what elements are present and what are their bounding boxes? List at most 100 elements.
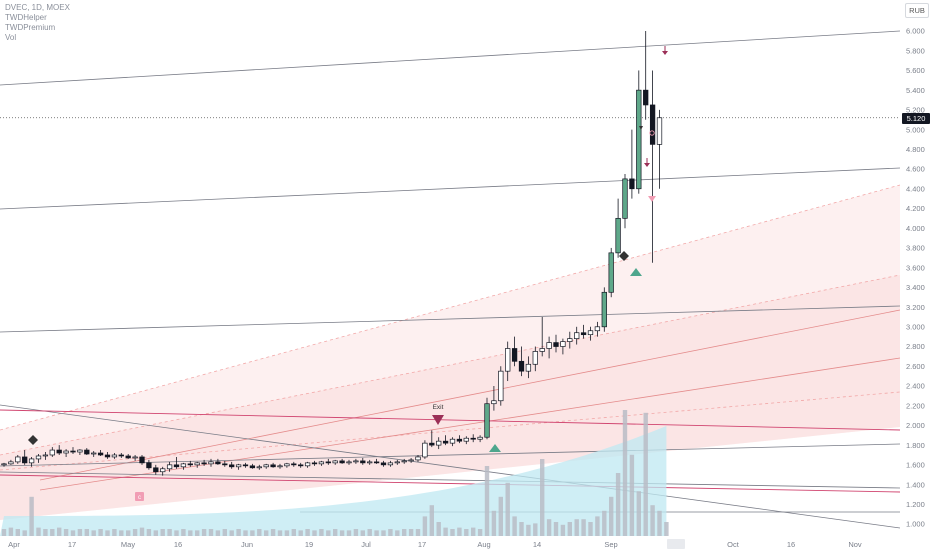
candle-body[interactable] bbox=[546, 342, 552, 349]
candle-body[interactable] bbox=[498, 370, 504, 402]
candle-body[interactable] bbox=[270, 464, 276, 468]
candle-body[interactable] bbox=[360, 460, 366, 464]
candle-body[interactable] bbox=[436, 440, 442, 446]
candle-body[interactable] bbox=[449, 438, 456, 444]
candle-body[interactable] bbox=[84, 449, 90, 455]
candle-body[interactable] bbox=[601, 291, 607, 328]
candle-body[interactable] bbox=[49, 449, 55, 456]
candle-body[interactable] bbox=[111, 454, 118, 458]
candle-body[interactable] bbox=[339, 460, 345, 464]
sell-arrow-top-head[interactable] bbox=[662, 51, 668, 55]
candle-body[interactable] bbox=[222, 463, 228, 466]
candle-body[interactable] bbox=[284, 463, 290, 467]
candle-body[interactable] bbox=[325, 461, 331, 464]
candle-body[interactable] bbox=[394, 461, 400, 464]
candle-body[interactable] bbox=[22, 456, 28, 464]
candle-body[interactable] bbox=[608, 252, 614, 293]
candle-body[interactable] bbox=[35, 455, 42, 460]
candle-body[interactable] bbox=[153, 467, 159, 473]
candle-body[interactable] bbox=[367, 461, 373, 464]
diamond-marker-right[interactable] bbox=[619, 251, 629, 261]
indicator-1[interactable]: TWDHelper bbox=[5, 13, 47, 22]
candle-body[interactable] bbox=[649, 104, 656, 145]
candle-body[interactable] bbox=[28, 458, 35, 464]
candle-body[interactable] bbox=[415, 456, 421, 461]
candle-body[interactable] bbox=[242, 464, 249, 467]
candle-body[interactable] bbox=[298, 464, 304, 467]
candle-body[interactable] bbox=[97, 452, 104, 456]
indicator-3[interactable]: Vol bbox=[5, 33, 17, 42]
candle-body[interactable] bbox=[318, 461, 325, 465]
candle-body[interactable] bbox=[263, 464, 269, 468]
pink-down-marker[interactable] bbox=[648, 196, 656, 202]
buy-arrow-marker-1[interactable] bbox=[489, 444, 501, 452]
candle-body[interactable] bbox=[429, 442, 435, 446]
candle-body[interactable] bbox=[456, 438, 463, 442]
currency-badge[interactable]: RUB bbox=[905, 3, 929, 18]
candle-body[interactable] bbox=[8, 461, 14, 465]
candle-body[interactable] bbox=[56, 449, 62, 454]
small-down-marker[interactable] bbox=[639, 126, 643, 130]
candle-body[interactable] bbox=[132, 456, 138, 459]
candle-body[interactable] bbox=[42, 454, 49, 457]
candle-body[interactable] bbox=[387, 462, 394, 466]
candle-body[interactable] bbox=[477, 436, 483, 440]
candle-body[interactable] bbox=[532, 351, 538, 365]
candle-body[interactable] bbox=[346, 461, 352, 464]
candle-body[interactable] bbox=[373, 461, 380, 464]
candle-body[interactable] bbox=[91, 452, 97, 455]
candle-body[interactable] bbox=[643, 89, 649, 106]
candle-body[interactable] bbox=[574, 332, 580, 339]
candle-body[interactable] bbox=[594, 326, 601, 332]
candle-body[interactable] bbox=[235, 464, 242, 468]
diamond-marker-left[interactable] bbox=[28, 435, 38, 445]
candle-body[interactable] bbox=[146, 462, 152, 469]
candle-body[interactable] bbox=[615, 217, 621, 254]
candle-body[interactable] bbox=[567, 338, 573, 342]
candle-body[interactable] bbox=[353, 460, 359, 463]
candle-body[interactable] bbox=[104, 454, 111, 458]
candle-body[interactable] bbox=[208, 461, 214, 465]
candle-body[interactable] bbox=[229, 464, 235, 468]
candle-body[interactable] bbox=[180, 463, 187, 468]
candle-body[interactable] bbox=[166, 464, 173, 470]
candle-body[interactable] bbox=[511, 348, 518, 362]
sell-arrow-mid-head[interactable] bbox=[644, 163, 650, 167]
candle-body[interactable] bbox=[160, 468, 166, 473]
candle-body[interactable] bbox=[1, 463, 7, 466]
candle-body[interactable] bbox=[125, 455, 131, 459]
candle-body[interactable] bbox=[401, 460, 407, 463]
candle-body[interactable] bbox=[311, 462, 318, 465]
candle-body[interactable] bbox=[277, 465, 283, 468]
exit-arrow-marker[interactable] bbox=[432, 415, 444, 425]
candle-body[interactable] bbox=[380, 462, 387, 466]
candle-body[interactable] bbox=[332, 460, 338, 464]
candle-body[interactable] bbox=[553, 342, 559, 347]
candle-body[interactable] bbox=[139, 456, 145, 464]
candle-body[interactable] bbox=[587, 330, 594, 336]
candle-body[interactable] bbox=[636, 89, 642, 190]
candle-body[interactable] bbox=[15, 456, 21, 463]
candle-body[interactable] bbox=[580, 332, 587, 336]
candle-body[interactable] bbox=[194, 462, 200, 466]
candle-body[interactable] bbox=[256, 466, 262, 469]
candle-body[interactable] bbox=[249, 465, 256, 469]
indicator-2[interactable]: TWDPremium bbox=[5, 23, 56, 32]
candle-body[interactable] bbox=[291, 463, 297, 466]
candle-body[interactable] bbox=[118, 454, 124, 457]
candle-body[interactable] bbox=[304, 462, 311, 467]
candle-body[interactable] bbox=[505, 348, 511, 372]
candle-body[interactable] bbox=[408, 459, 414, 462]
candle-body[interactable] bbox=[463, 437, 469, 442]
candle-body[interactable] bbox=[442, 440, 449, 444]
candle-body[interactable] bbox=[201, 462, 207, 465]
candle-body[interactable] bbox=[629, 178, 635, 190]
candle-body[interactable] bbox=[470, 437, 476, 440]
candle-body[interactable] bbox=[77, 449, 83, 453]
candle-body[interactable] bbox=[70, 450, 76, 453]
candle-body[interactable] bbox=[539, 348, 545, 352]
candle-body[interactable] bbox=[491, 400, 497, 405]
candle-body[interactable] bbox=[63, 450, 69, 454]
candle-body[interactable] bbox=[525, 363, 532, 372]
